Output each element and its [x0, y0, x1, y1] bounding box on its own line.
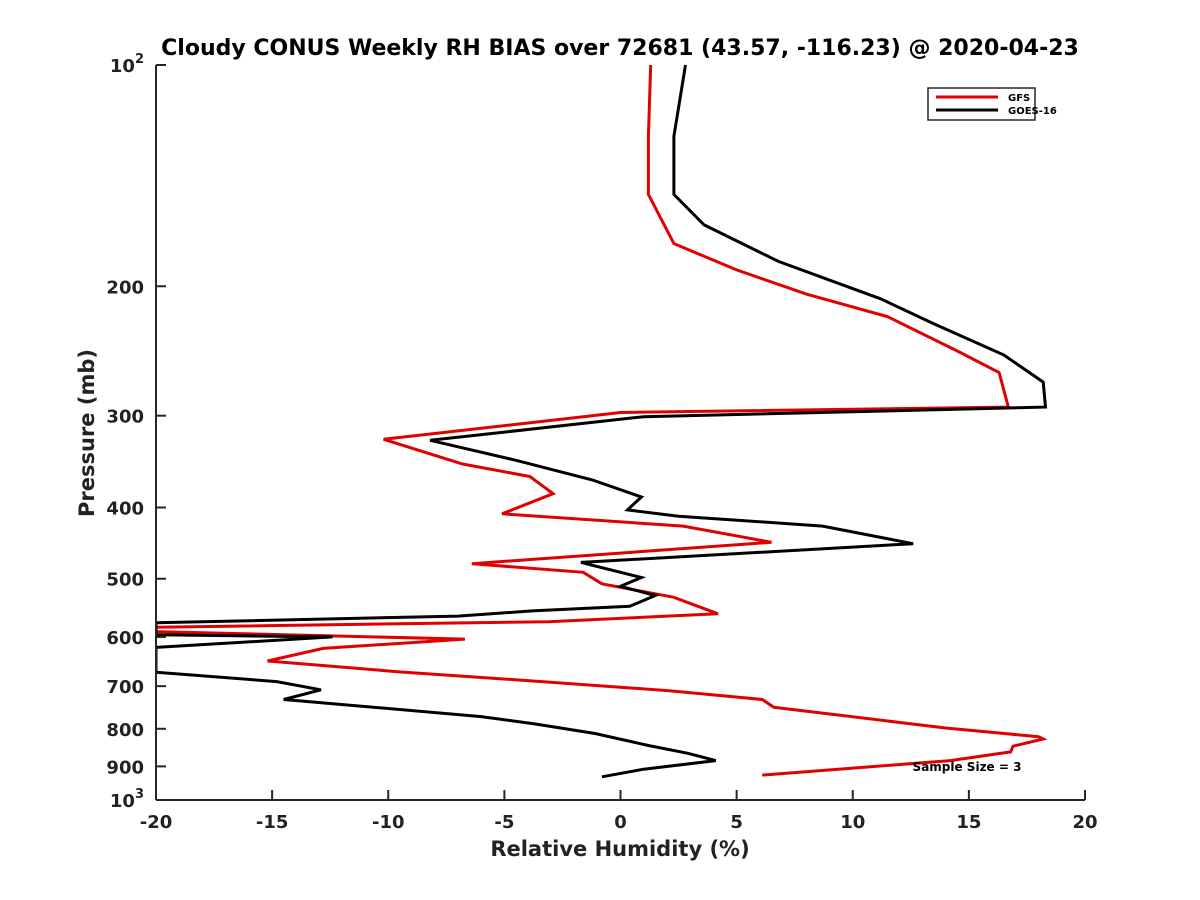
y-tick-label: 800: [106, 720, 144, 741]
series-line-gfs: [156, 64, 1048, 777]
legend: GFS GOES-16: [927, 87, 1057, 121]
y-tick-label: 700: [106, 677, 144, 698]
plot-area: [156, 65, 1085, 800]
legend-label: GFS: [1008, 93, 1030, 104]
series-layer: [156, 64, 1048, 779]
x-tick-label: 0: [614, 812, 627, 833]
x-tick-label: -10: [372, 812, 405, 833]
x-tick-label: 20: [1072, 812, 1097, 833]
x-tick-label: 10: [840, 812, 865, 833]
x-tick-label: -20: [140, 812, 173, 833]
legend-box: [927, 87, 1036, 121]
sample-size-annotation: Sample Size = 3: [913, 760, 1022, 774]
y-tick-label: 103: [110, 787, 144, 812]
plot-background: [156, 65, 1085, 800]
y-tick-label: 500: [106, 570, 144, 591]
series-line-goes-16: [156, 64, 1048, 779]
y-tick-label: 300: [106, 407, 144, 428]
y-tick-label: 900: [106, 757, 144, 778]
y-tick-label: 600: [106, 628, 144, 649]
x-tick-label: -5: [494, 812, 514, 833]
x-axis-label: Relative Humidity (%): [490, 837, 749, 861]
x-tick-label: -15: [256, 812, 289, 833]
chart-title: Cloudy CONUS Weekly RH BIAS over 72681 (…: [161, 36, 1079, 61]
y-tick-label: 200: [106, 277, 144, 298]
y-tick-label: 400: [106, 499, 144, 520]
legend-label: GOES-16: [1008, 106, 1057, 117]
x-tick-label: 15: [956, 812, 981, 833]
axes: [155, 64, 1086, 801]
tick-labels: -20 -15 -10 -5 0 5 10 15 20 102 200 300 400 500 600 700…: [106, 52, 1097, 833]
y-tick-label: 102: [110, 52, 144, 77]
y-axis-label: Pressure (mb): [75, 349, 99, 517]
x-tick-label: 5: [730, 812, 743, 833]
